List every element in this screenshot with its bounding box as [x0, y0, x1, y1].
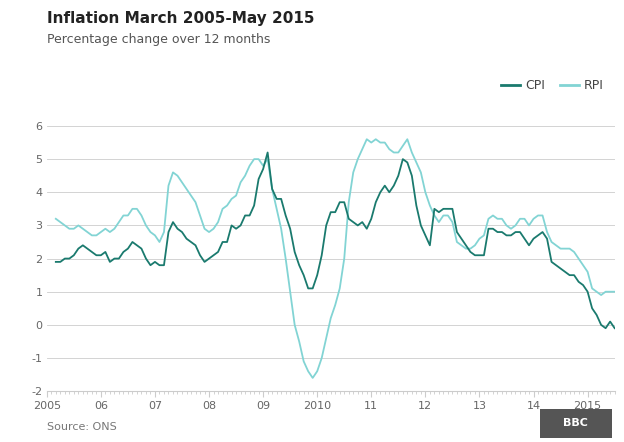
Text: BBC: BBC: [563, 418, 588, 428]
Text: Source: ONS: Source: ONS: [47, 422, 117, 432]
Text: Inflation March 2005-May 2015: Inflation March 2005-May 2015: [47, 11, 314, 26]
Legend: CPI, RPI: CPI, RPI: [496, 74, 608, 97]
Text: Percentage change over 12 months: Percentage change over 12 months: [47, 33, 270, 46]
